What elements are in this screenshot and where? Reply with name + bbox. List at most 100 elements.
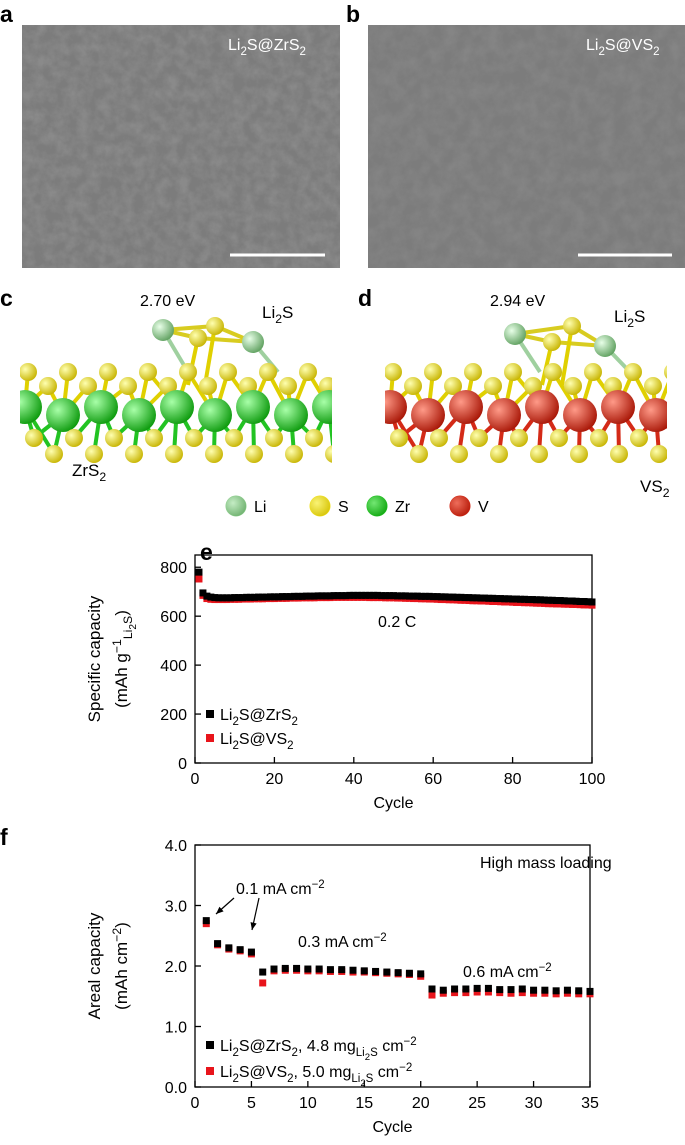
adsorbate-label-part: Li xyxy=(262,303,275,322)
panel-letter: d xyxy=(358,285,372,311)
annotation-part: −2 xyxy=(312,879,325,891)
legend-label-part: 2 xyxy=(232,1073,238,1085)
legend-label-part: 2 xyxy=(287,1073,293,1085)
marker xyxy=(501,595,509,603)
marker xyxy=(484,984,492,992)
legend-label: Zr xyxy=(395,499,411,516)
y-axis-label-part: Li xyxy=(121,630,135,640)
atom xyxy=(563,317,581,335)
atom xyxy=(85,445,103,463)
image-label-part: S@VS xyxy=(605,37,653,54)
legend-marker xyxy=(206,1067,214,1075)
atom xyxy=(165,445,183,463)
marker xyxy=(270,965,278,973)
legend-label-part: 2 xyxy=(360,1078,365,1089)
sem-images xyxy=(22,25,685,268)
atom xyxy=(285,445,303,463)
legend-label-part: Li xyxy=(220,1064,232,1081)
y-axis-label-part: Areal capacity xyxy=(85,912,104,1019)
substrate-label-part: 2 xyxy=(99,470,106,484)
marker xyxy=(259,979,267,987)
marker xyxy=(441,593,449,601)
bond xyxy=(203,325,217,386)
marker xyxy=(266,593,274,601)
atom xyxy=(99,363,117,381)
annotation: 0.2 C xyxy=(378,614,416,631)
y-axis-label: Specific capacity xyxy=(85,595,104,722)
marker xyxy=(548,596,556,604)
marker xyxy=(358,591,366,599)
atom xyxy=(601,390,635,424)
legend-label-part: 2 xyxy=(365,1052,370,1063)
image-label-part: 2 xyxy=(653,46,659,58)
marker xyxy=(536,596,544,604)
x-axis-label: Cycle xyxy=(373,795,413,812)
marker xyxy=(451,989,459,997)
y-tick-label: 1.0 xyxy=(165,1020,187,1037)
atom xyxy=(385,390,407,424)
adsorbate-label: Li2S xyxy=(262,303,293,326)
x-tick-label: 0 xyxy=(191,1095,200,1112)
bond xyxy=(679,407,685,438)
atom xyxy=(236,390,270,424)
legend-label-part: −2 xyxy=(404,1036,417,1048)
marker xyxy=(497,595,505,603)
legend-atom-shade xyxy=(310,496,330,516)
atom xyxy=(325,445,332,463)
marker xyxy=(462,989,470,997)
atom xyxy=(46,398,80,432)
atom xyxy=(410,445,428,463)
legend-label-part: Li xyxy=(220,707,232,724)
y-axis-label-part: −1 xyxy=(110,639,124,653)
atom xyxy=(677,390,685,424)
atom xyxy=(20,390,42,424)
marker xyxy=(417,970,425,978)
legend-label-part: 2 xyxy=(287,740,293,752)
marker xyxy=(195,575,203,583)
adsorbate-label-part: 2 xyxy=(275,312,282,326)
atom xyxy=(159,377,177,395)
atom xyxy=(225,429,243,447)
y-tick-label: 0.0 xyxy=(165,1080,187,1097)
marker xyxy=(513,595,521,603)
atom xyxy=(444,377,462,395)
panel-letter: a xyxy=(0,1,13,27)
x-axis-label: Cycle xyxy=(372,1119,412,1136)
legend-label-part: , 5.0 mg xyxy=(294,1064,352,1081)
atom xyxy=(205,445,223,463)
atom xyxy=(563,398,597,432)
marker xyxy=(315,965,323,973)
marker xyxy=(496,986,504,994)
legend-label: Li2S@ZrS2, 4.8 mgLi2S cm−2 xyxy=(220,1036,417,1063)
marker xyxy=(211,594,219,602)
substrate-label: ZrS2 xyxy=(72,461,106,484)
marker xyxy=(568,597,576,605)
binding-energy: 2.70 eV xyxy=(140,293,195,310)
x-tick-label: 0 xyxy=(191,771,200,788)
atom xyxy=(544,363,562,381)
marker xyxy=(405,969,413,977)
marker xyxy=(393,592,401,600)
substrate-label: VS2 xyxy=(640,477,670,500)
legend-label-part: 2 xyxy=(292,716,298,728)
adsorbate-label-part: S xyxy=(282,303,293,322)
marker xyxy=(518,985,526,993)
legend-label: S xyxy=(338,499,349,516)
atom xyxy=(274,398,308,432)
marker xyxy=(409,592,417,600)
marker xyxy=(428,985,436,993)
marker xyxy=(524,596,532,604)
marker xyxy=(195,568,203,576)
marker xyxy=(507,989,515,997)
image-label-part: Li xyxy=(586,37,598,54)
atom xyxy=(504,363,522,381)
y-axis-label-part: ) xyxy=(112,922,131,928)
marker xyxy=(528,596,536,604)
marker xyxy=(532,596,540,604)
legend-label-part: , 4.8 mg xyxy=(298,1038,356,1055)
legend-label: Li xyxy=(254,499,266,516)
y-axis-label-part: (mAh cm xyxy=(112,942,131,1010)
atom xyxy=(125,445,143,463)
legend-label: Li2S@VS2 xyxy=(220,731,294,752)
atom xyxy=(20,363,37,381)
